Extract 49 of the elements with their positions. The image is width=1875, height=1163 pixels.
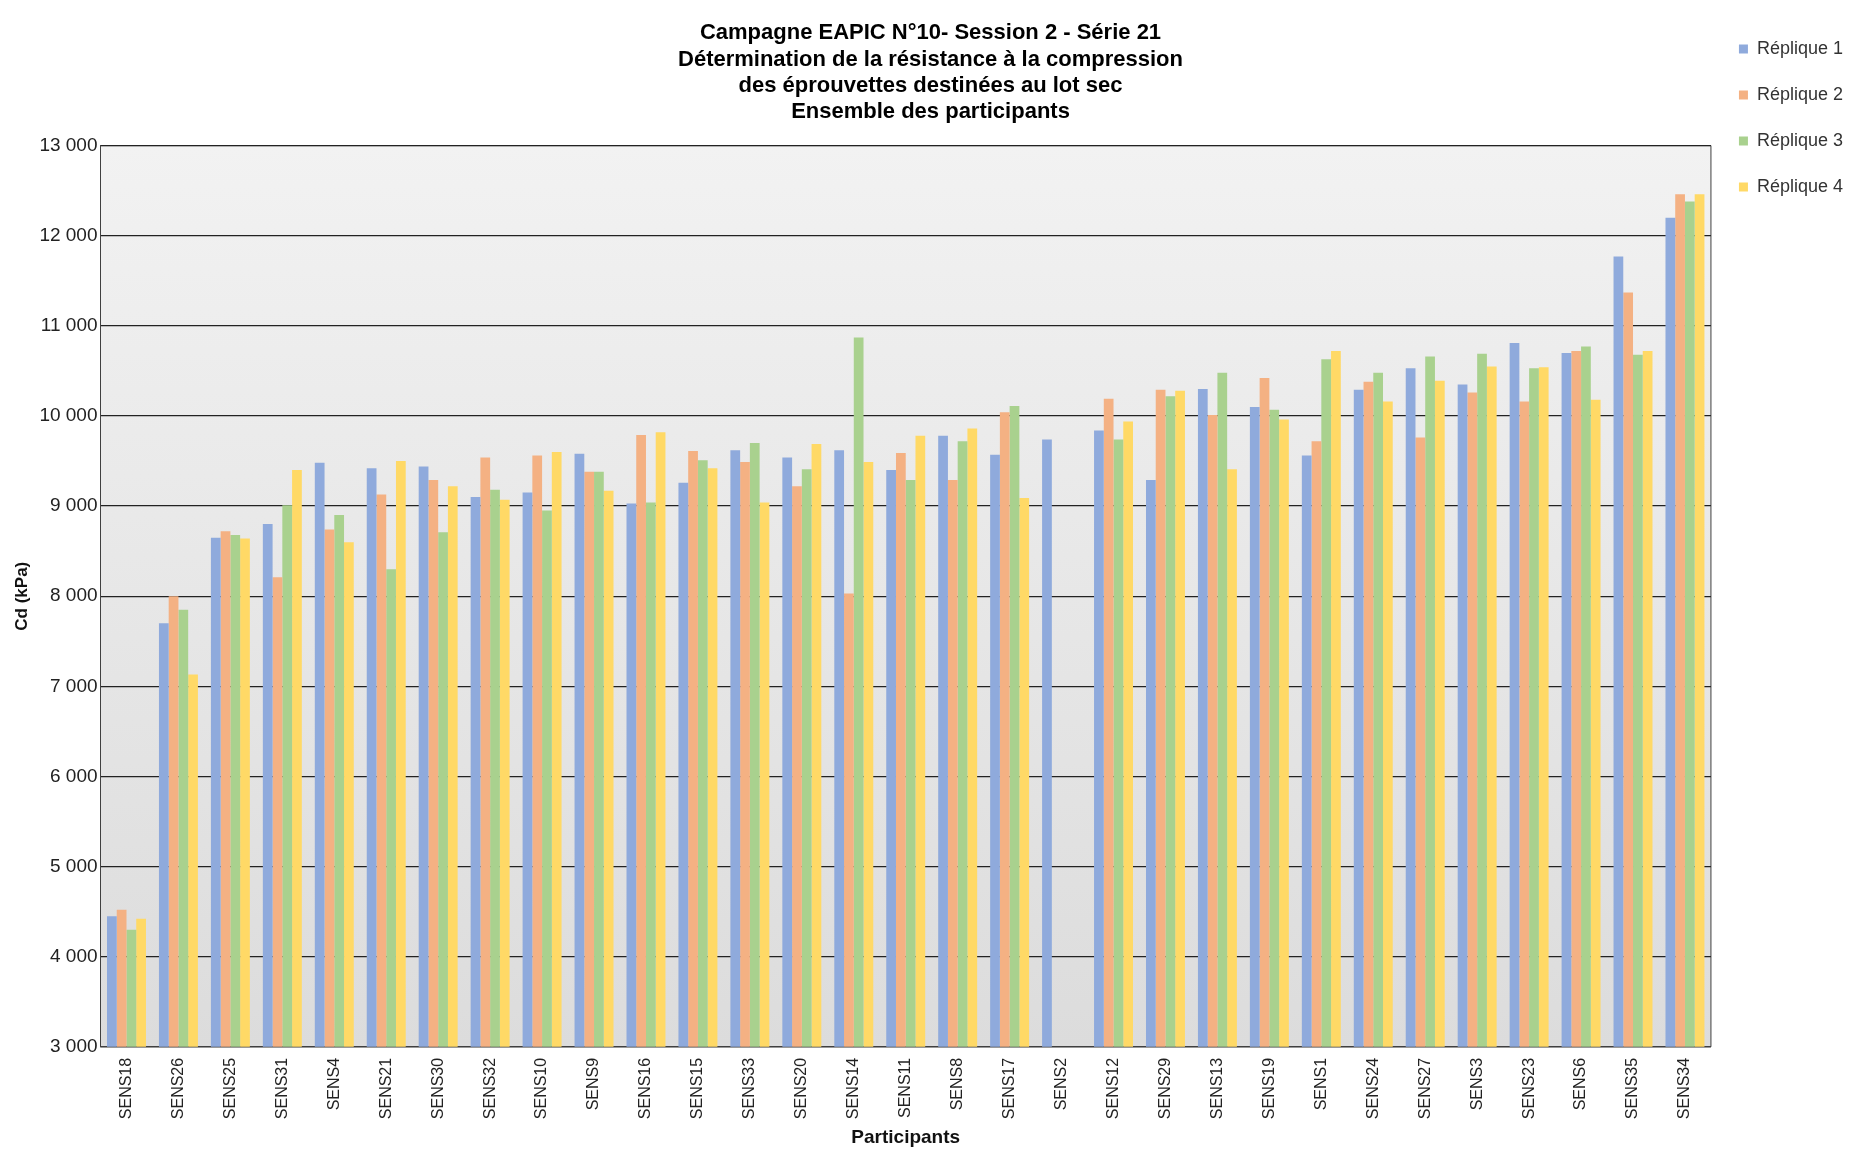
legend-label: Réplique 4: [1756, 175, 1843, 196]
x-tick-label: SENS10: [532, 1057, 550, 1120]
x-tick-label: SENS24: [1363, 1057, 1381, 1120]
x-tick-label: SENS3: [1467, 1057, 1485, 1111]
x-tick-label: SENS25: [220, 1057, 238, 1120]
y-tick-label: 7 000: [49, 674, 98, 696]
x-tick-label: SENS16: [636, 1057, 654, 1120]
x-tick-label: SENS20: [792, 1057, 810, 1120]
chart-title: Campagne EAPIC N°10- Session 2 - Série 21 Détermination de la résistance à la compression des éprouvettes destinées au lot sec Ensemble des participants: [678, 19, 1183, 124]
x-tick-label: SENS33: [740, 1057, 758, 1120]
y-tick-label: 11 000: [40, 314, 98, 336]
x-tick-label: SENS12: [1103, 1057, 1121, 1120]
x-tick-label: SENS1: [1311, 1057, 1329, 1111]
x-tick-label: SENS14: [844, 1057, 862, 1120]
x-tick-label: SENS35: [1623, 1057, 1641, 1120]
x-tick-label: SENS21: [376, 1057, 394, 1120]
x-tick-label: SENS11: [896, 1057, 914, 1119]
x-tick-label: SENS29: [1155, 1057, 1173, 1120]
y-tick-label: 13 000: [39, 133, 98, 155]
y-tick-label: 6 000: [49, 764, 98, 786]
x-tick-label: SENS19: [1259, 1057, 1277, 1120]
x-tick-label: SENS8: [948, 1057, 966, 1111]
legend-label: Réplique 2: [1756, 83, 1843, 104]
x-tick-label: SENS9: [584, 1057, 602, 1111]
legend-label: Réplique 3: [1756, 129, 1843, 150]
x-tick-label: SENS17: [1000, 1057, 1018, 1120]
x-tick-label: SENS13: [1207, 1057, 1225, 1120]
x-tick-label: SENS31: [272, 1057, 290, 1120]
x-tick-label: SENS34: [1675, 1057, 1693, 1120]
x-tick-label: SENS26: [168, 1057, 186, 1120]
x-tick-label: SENS30: [428, 1057, 446, 1120]
y-tick-label: 12 000: [39, 223, 98, 245]
x-tick-label: SENS18: [116, 1057, 134, 1120]
y-tick-label: 3 000: [49, 1035, 98, 1057]
x-tick-label: SENS27: [1415, 1057, 1433, 1120]
x-tick-label: SENS23: [1519, 1057, 1537, 1120]
y-tick-label: 8 000: [49, 584, 98, 606]
legend-label: Réplique 1: [1756, 37, 1843, 58]
x-tick-label: SENS2: [1051, 1057, 1069, 1111]
x-tick-label: SENS6: [1571, 1057, 1589, 1111]
x-tick-label: SENS15: [688, 1057, 706, 1120]
x-tick-label: SENS4: [324, 1057, 342, 1111]
y-tick-label: 9 000: [49, 494, 98, 516]
y-tick-label: 10 000: [39, 404, 98, 426]
x-axis-title: Participants: [851, 1125, 961, 1147]
y-axis-title: Cd (kPa): [11, 561, 31, 631]
y-tick-label: 5 000: [49, 854, 98, 876]
x-tick-label: SENS32: [480, 1057, 498, 1120]
y-tick-label: 4 000: [49, 944, 98, 966]
